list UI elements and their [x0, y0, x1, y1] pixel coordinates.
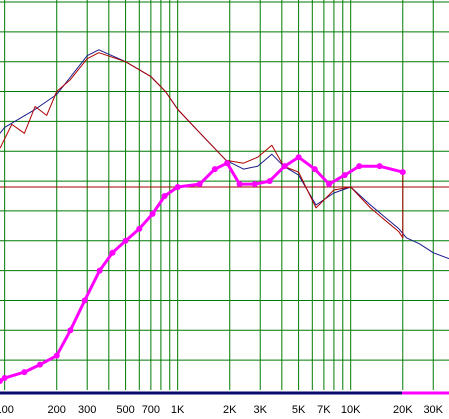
data-point [53, 352, 60, 359]
x-tick-label: 7K [317, 404, 331, 416]
x-tick-label: 3K [253, 404, 267, 416]
data-point [174, 184, 181, 191]
data-point [136, 225, 143, 232]
data-point [356, 163, 363, 170]
x-tick-label: 300 [78, 404, 96, 416]
x-tick-label: 700 [142, 404, 160, 416]
grid [0, 0, 449, 390]
data-point [311, 166, 318, 173]
data-point [196, 181, 203, 188]
x-tick-label: 20K [393, 404, 413, 416]
data-point [376, 163, 383, 170]
x-tick-label: 30K [423, 404, 443, 416]
data-point [251, 181, 258, 188]
x-tick-label: 500 [116, 404, 134, 416]
data-point [81, 297, 88, 304]
x-tick-label: 10K [341, 404, 361, 416]
data-point [399, 169, 406, 176]
data-point [224, 160, 231, 167]
data-point [122, 237, 129, 244]
data-point [236, 181, 243, 188]
data-point [96, 267, 103, 274]
x-tick-label: 100 [0, 404, 14, 416]
series-line [0, 52, 404, 239]
plot-background [0, 0, 449, 395]
data-point [36, 361, 43, 368]
data-point [67, 327, 74, 334]
series-line [0, 49, 449, 260]
x-tick-label: 5K [292, 404, 306, 416]
data-point [21, 369, 28, 376]
x-tick-label: 200 [48, 404, 66, 416]
data-point [1, 375, 8, 382]
data-point [109, 249, 116, 256]
x-tick-label: 2K [223, 404, 237, 416]
data-point [149, 210, 156, 217]
data-point [341, 172, 348, 179]
plot [0, 49, 449, 385]
data-point [281, 163, 288, 170]
data-point [211, 166, 218, 173]
series-line [0, 155, 404, 383]
data-point [161, 193, 168, 199]
data-point [266, 178, 273, 185]
x-tick-label: 1K [171, 404, 185, 416]
x-tick-labels: 100 200 300 500 700 1K 2K 3K 5K 7K 10K 20K 30K [0, 404, 444, 416]
data-point [326, 181, 333, 188]
data-point [295, 154, 302, 161]
